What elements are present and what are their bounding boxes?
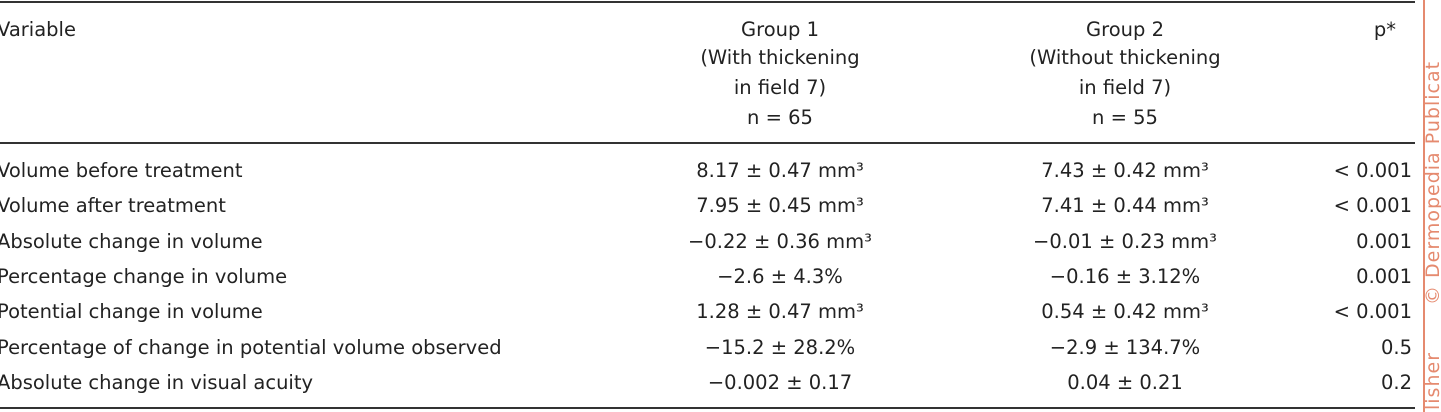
top-rule [0,1,1415,3]
table-cell: Percentage of change in potential volume… [0,335,502,359]
table-cell: 1.28 ± 0.47 mm³ [696,300,864,324]
watermark-box [1423,0,1441,412]
header-cell: in field 7) [1078,76,1172,99]
table-cell: −15.2 ± 28.2% [704,335,856,359]
header-cell: Group 1 [741,18,819,41]
table-cell: 7.95 ± 0.45 mm³ [696,194,864,218]
header-rule [0,142,1415,144]
table-cell: Volume after treatment [0,194,226,218]
table-cell: < 0.001 [1333,300,1412,324]
table-cell: −0.002 ± 0.17 [707,370,853,394]
table-cell: < 0.001 [1333,194,1412,218]
table-cell: 7.41 ± 0.44 mm³ [1041,194,1209,218]
table-cell: Potential change in volume [0,300,263,324]
table-cell: 0.54 ± 0.42 mm³ [1041,300,1209,324]
table-cell: Volume before treatment [0,159,243,182]
header-cell: Group 2 [1086,18,1164,41]
table-cell: 0.5 [1380,335,1412,359]
table-cell: 0.001 [1356,264,1412,288]
table-cell: −2.6 ± 4.3% [717,264,843,288]
watermark: © Dermopedia Publicat [1422,60,1441,305]
table-cell: 0.2 [1380,370,1412,394]
table-cell: Absolute change in volume [0,229,263,253]
table-cell: −0.16 ± 3.12% [1049,264,1201,288]
table-cell: −2.9 ± 134.7% [1049,335,1201,359]
table-cell: −0.01 ± 0.23 mm³ [1033,229,1217,253]
header-cell: Variable [0,18,76,41]
table-cell: 0.001 [1356,229,1412,253]
header-cell: in field 7) [733,76,827,99]
header-cell: n = 65 [747,106,813,129]
header-cell: (Without thickening [1029,46,1221,69]
bottom-rule [0,407,1415,409]
table-cell: 7.43 ± 0.42 mm³ [1041,159,1209,182]
header-cell: (With thickening [700,46,860,69]
header-cell: p* [1373,18,1397,41]
table-cell: < 0.001 [1333,159,1412,182]
table-cell: Percentage change in volume [0,264,288,288]
table-cell: Absolute change in visual acuity [0,370,314,394]
header-cell: n = 55 [1092,106,1158,129]
table-cell: 0.04 ± 0.21 [1067,370,1183,394]
table-cell: 8.17 ± 0.47 mm³ [696,159,864,182]
watermark: lisher [1422,352,1441,410]
table-cell: −0.22 ± 0.36 mm³ [688,229,872,253]
